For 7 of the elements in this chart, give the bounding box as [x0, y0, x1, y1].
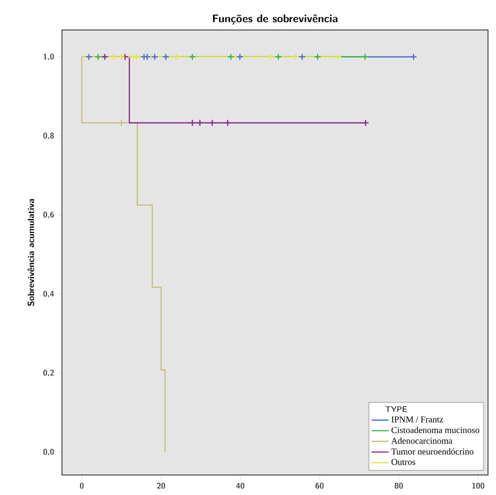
- legend-label: Outros: [392, 458, 416, 465]
- legend-label: Tumor neuroendócrino: [391, 448, 474, 455]
- legend-label: Cistoadenoma mucinoso: [392, 426, 480, 434]
- legend-label: Adenocarcinoma: [391, 438, 452, 444]
- y-axis-title: Sobrevivência acumulativa: [28, 199, 34, 306]
- legend-label: IPNM / Frantz: [391, 416, 444, 422]
- chart-title: Funções de sobrevivência: [213, 14, 338, 24]
